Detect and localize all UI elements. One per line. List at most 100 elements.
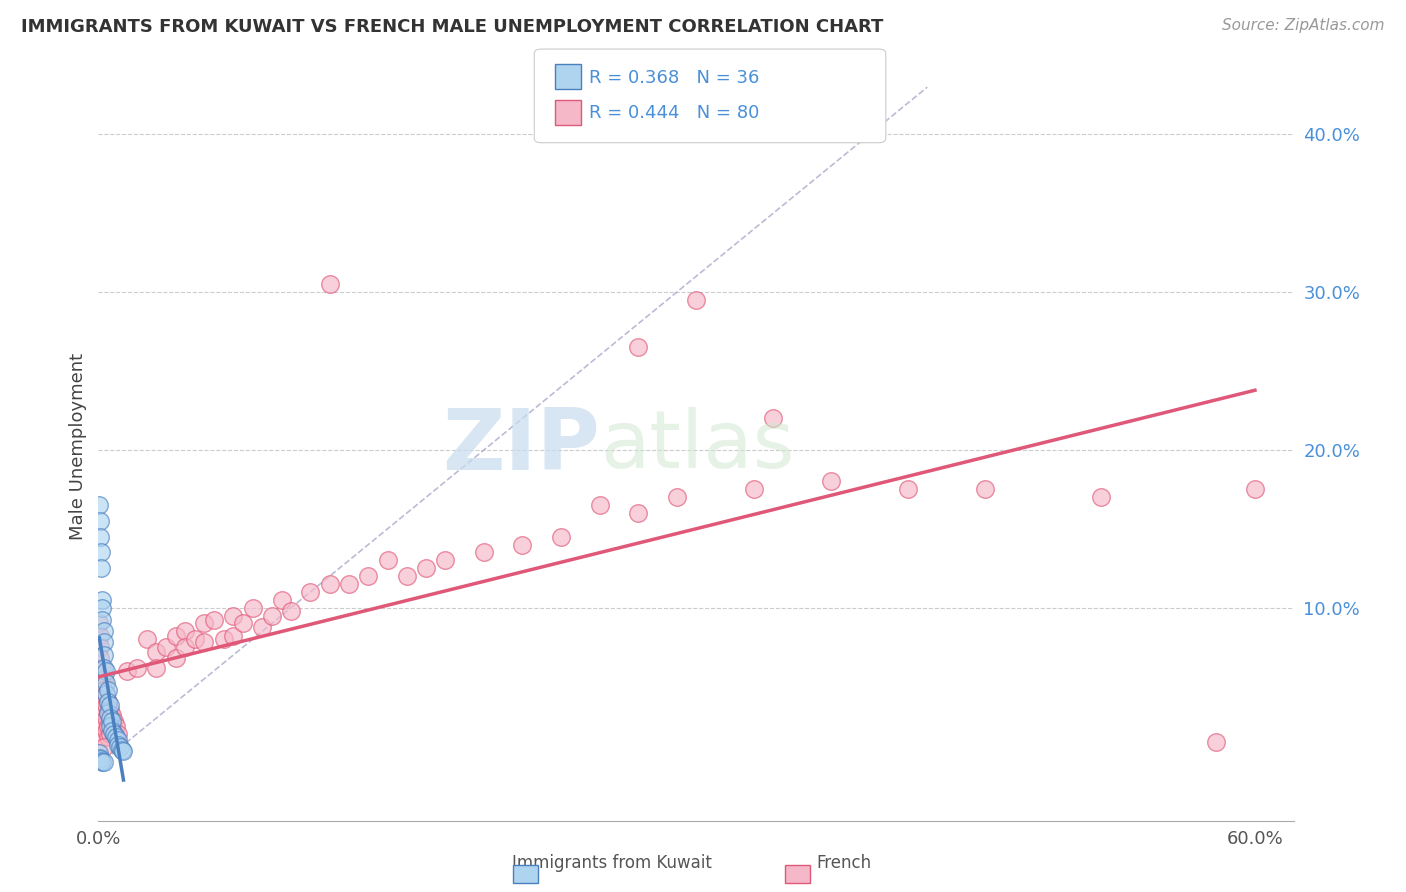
Point [98,703,121,717]
Point [762,411,785,425]
Point [91,600,114,615]
Point [101,714,124,729]
Point [90,545,112,559]
Point [91,676,114,690]
Point [101,708,124,723]
Point [94,676,117,690]
Point [101,719,124,733]
Point [89,616,111,631]
Point [93,706,115,721]
Point [252,619,274,633]
Point [299,585,322,599]
Point [89,498,111,512]
Point [110,742,132,756]
Point [101,723,124,738]
Point [93,660,115,674]
Point [94,688,117,702]
Point [820,475,842,489]
Point [512,538,534,552]
Point [472,545,495,559]
Text: R = 0.368   N = 36: R = 0.368 N = 36 [589,69,759,87]
Point [97,706,120,721]
Point [184,632,207,647]
Point [260,608,283,623]
Point [91,692,114,706]
Point [434,553,457,567]
Point [319,577,342,591]
Point [897,483,920,497]
Point [89,651,111,665]
Point [319,277,342,292]
Point [377,553,399,567]
Point [104,719,127,733]
Point [89,667,111,681]
Point [98,719,121,733]
Point [93,682,115,697]
Point [89,698,111,713]
Point [104,730,127,744]
Point [91,592,114,607]
Point [270,592,292,607]
Point [98,727,121,741]
Point [98,711,121,725]
Point [89,514,111,528]
Point [222,608,245,623]
Point [94,688,117,702]
Point [89,629,111,643]
Point [212,632,235,647]
Text: Immigrants from Kuwait: Immigrants from Kuwait [512,855,711,872]
Point [742,483,765,497]
Text: ZIP: ZIP [443,404,600,488]
Point [94,723,117,738]
Point [395,569,418,583]
Point [89,682,111,697]
Point [627,506,650,520]
Point [202,613,225,627]
Point [98,698,121,713]
Point [415,561,437,575]
Point [107,733,129,747]
Point [89,640,111,654]
Point [193,635,215,649]
Point [94,698,117,713]
Point [93,648,115,662]
Point [165,629,187,643]
Point [174,640,197,654]
Point [89,530,111,544]
Point [627,340,650,354]
Text: R = 0.444   N = 80: R = 0.444 N = 80 [589,104,759,122]
Point [104,730,127,744]
Point [193,616,215,631]
Point [93,624,115,639]
Point [93,730,115,744]
Point [97,706,120,721]
Point [280,604,302,618]
Point [93,719,115,733]
Point [90,754,112,768]
Point [93,672,115,686]
Y-axis label: Male Unemployment: Male Unemployment [69,352,87,540]
Point [91,660,114,674]
Point [93,635,115,649]
Point [108,739,131,754]
Point [165,651,187,665]
Point [222,629,245,643]
Point [97,730,120,744]
Point [89,752,111,766]
Point [97,719,120,733]
Point [232,616,254,631]
Point [145,645,167,659]
Point [107,727,129,741]
Point [93,695,115,709]
Point [97,695,120,709]
Text: Source: ZipAtlas.com: Source: ZipAtlas.com [1222,18,1385,33]
Point [125,660,148,674]
Point [89,750,111,764]
Point [112,744,135,758]
Point [103,727,125,741]
Point [93,756,115,770]
Point [97,682,120,697]
Text: French: French [815,855,872,872]
Point [1244,483,1267,497]
Point [107,738,129,752]
